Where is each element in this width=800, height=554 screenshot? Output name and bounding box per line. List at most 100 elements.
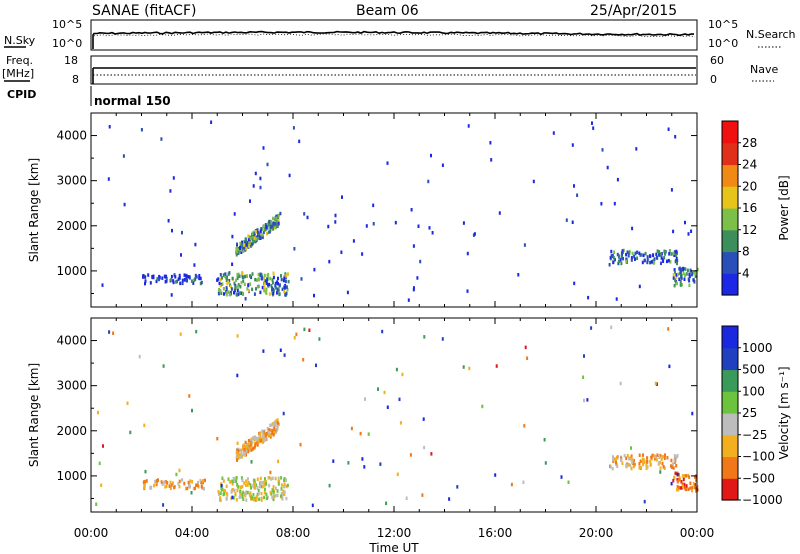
data-cell [677,485,680,490]
data-cell [662,465,665,469]
data-cell [680,486,683,490]
data-cell [164,280,167,284]
data-cell [276,428,279,432]
data-cell [272,271,275,275]
data-cell [283,478,286,483]
data-cell [286,287,289,292]
data-cell [249,440,252,445]
data-point [328,483,331,488]
data-cell [169,486,172,491]
data-point [334,213,337,218]
data-cell [230,287,233,291]
data-cell [263,277,266,281]
data-cell [687,277,690,281]
ytick-label: 1000 [56,469,87,483]
data-cell [253,486,256,490]
data-cell [670,252,673,256]
data-cell [682,271,685,276]
data-point [236,334,239,338]
data-cell [649,463,652,467]
data-point [162,503,165,507]
data-cell [185,277,188,282]
data-cell [151,275,154,279]
data-point [231,234,234,239]
data-cell [262,434,264,438]
data-cell [241,478,244,483]
data-point [654,454,657,459]
data-cell [236,454,238,458]
data-cell [236,488,239,493]
data-cell [273,222,276,226]
data-cell [217,291,220,296]
data-point [262,349,265,353]
data-cell [256,477,259,481]
data-cell [188,275,191,279]
data-cell [252,493,255,497]
data-cell [149,281,152,285]
data-point [532,179,535,184]
data-cell [263,288,266,293]
data-cell [255,237,258,241]
data-cell [655,255,658,260]
data-cell [249,483,252,487]
data-cell [268,483,271,488]
data-cell [642,462,645,467]
data-cell [259,290,262,295]
data-cell [233,476,236,481]
data-point [565,218,568,222]
data-cell [236,293,239,297]
data-point [431,231,434,235]
data-cell [251,496,253,500]
data-cell [655,458,658,462]
data-cell [265,279,268,284]
data-cell [251,440,254,444]
data-cell [268,219,271,224]
data-cell [646,459,649,464]
data-cell [261,233,264,237]
data-cell [250,445,252,449]
data-cell [153,483,156,488]
data-cell [234,286,237,290]
data-point [367,432,370,436]
data-cell [656,249,659,253]
data-cell [682,485,685,489]
data-cell [271,286,274,290]
data-cell [285,274,288,278]
data-cell [262,230,265,235]
data-point [643,499,646,504]
data-cell [266,496,268,500]
data-cell [195,275,198,279]
data-cell [651,453,654,458]
data-cell [259,481,262,485]
data-cell [171,481,174,485]
data-cell [662,259,665,263]
data-point [266,162,269,167]
data-cell [658,253,660,257]
data-cell [178,484,181,489]
data-cell [675,281,678,286]
data-cell [695,489,698,493]
data-point [180,253,182,257]
data-cell [240,243,243,247]
data-point [194,242,197,247]
colorbar-segment [722,369,738,392]
data-point [573,184,575,188]
data-cell [257,277,260,282]
data-point [567,480,570,484]
nsearch-label: N.Search [746,28,796,41]
data-point [244,440,247,445]
data-cell [263,487,266,491]
data-cell [247,289,250,293]
data-cell [186,486,189,491]
data-cell [239,485,242,489]
data-cell [258,236,261,240]
data-cell [220,486,223,491]
data-cell [628,456,631,461]
data-cell [156,277,159,281]
data-cell [678,266,681,271]
data-cell [235,476,238,480]
data-cell [680,274,683,279]
data-cell [271,280,274,285]
data-cell [229,292,231,297]
data-cell [246,274,248,278]
